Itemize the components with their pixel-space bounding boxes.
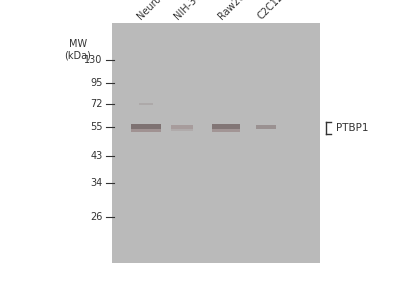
- Text: Raw264.7: Raw264.7: [216, 0, 258, 21]
- Bar: [212, 124, 240, 128]
- Text: PTBP1: PTBP1: [336, 123, 368, 133]
- Bar: [139, 102, 153, 104]
- Text: 72: 72: [90, 100, 103, 109]
- Text: 26: 26: [90, 212, 103, 222]
- Bar: [131, 124, 161, 129]
- Text: 43: 43: [90, 151, 103, 161]
- Text: 34: 34: [90, 178, 103, 188]
- Text: C2C12: C2C12: [256, 0, 286, 21]
- Bar: [212, 129, 240, 132]
- Bar: [171, 128, 193, 131]
- Text: 95: 95: [90, 78, 103, 88]
- Text: 130: 130: [84, 55, 103, 65]
- Text: NIH-3T3: NIH-3T3: [172, 0, 207, 21]
- Bar: [256, 125, 276, 129]
- Bar: [171, 125, 193, 128]
- Text: Neuro2A: Neuro2A: [135, 0, 172, 21]
- Text: MW
(kDa): MW (kDa): [64, 39, 92, 60]
- Text: 55: 55: [90, 122, 103, 132]
- Bar: [112, 23, 320, 263]
- Bar: [131, 129, 161, 132]
